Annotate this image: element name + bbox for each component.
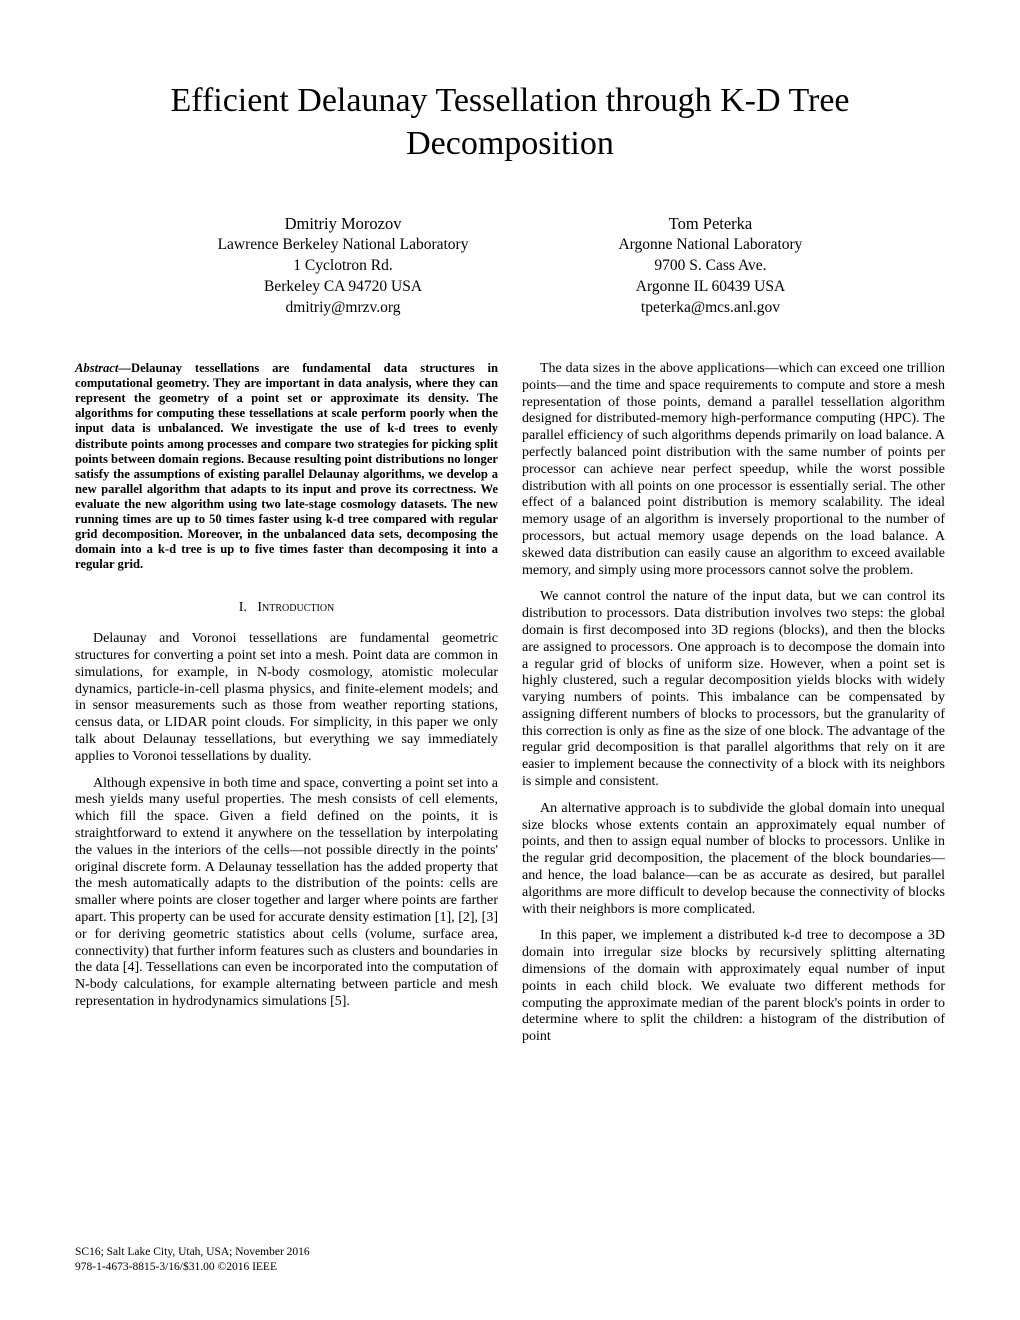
abstract-block: Abstract—Delaunay tessellations are fund… — [75, 361, 498, 573]
abstract-label: Abstract — [75, 361, 118, 375]
left-column: Abstract—Delaunay tessellations are fund… — [75, 361, 498, 1056]
section-1-heading: I. Introduction — [75, 600, 498, 617]
author-2-affiliation: Argonne National Laboratory — [618, 235, 802, 256]
right-para-4: In this paper, we implement a distribute… — [522, 928, 945, 1046]
footer: SC16; Salt Lake City, Utah, USA; Novembe… — [75, 1245, 310, 1274]
author-2-name: Tom Peterka — [618, 213, 802, 235]
author-2-address2: Argonne IL 60439 USA — [618, 277, 802, 298]
author-2-address1: 9700 S. Cass Ave. — [618, 256, 802, 277]
left-para-1: Delaunay and Voronoi tessellations are f… — [75, 631, 498, 765]
footer-line-1: SC16; Salt Lake City, Utah, USA; Novembe… — [75, 1245, 310, 1259]
section-1-number: I. — [239, 600, 247, 615]
author-1-address2: Berkeley CA 94720 USA — [218, 277, 469, 298]
right-para-3: An alternative approach is to subdivide … — [522, 801, 945, 919]
author-1-name: Dmitriy Morozov — [218, 213, 469, 235]
author-block-1: Dmitriy Morozov Lawrence Berkeley Nation… — [218, 213, 469, 319]
author-1-affiliation: Lawrence Berkeley National Laboratory — [218, 235, 469, 256]
footer-line-2: 978-1-4673-8815-3/16/$31.00 ©2016 IEEE — [75, 1260, 310, 1274]
right-para-2: We cannot control the nature of the inpu… — [522, 589, 945, 791]
author-1-email: dmitriy@mrzv.org — [218, 298, 469, 319]
right-column: The data sizes in the above applications… — [522, 361, 945, 1056]
author-1-address1: 1 Cyclotron Rd. — [218, 256, 469, 277]
authors-row: Dmitriy Morozov Lawrence Berkeley Nation… — [75, 213, 945, 319]
author-block-2: Tom Peterka Argonne National Laboratory … — [618, 213, 802, 319]
right-para-1: The data sizes in the above applications… — [522, 361, 945, 579]
page: Efficient Delaunay Tessellation through … — [0, 0, 1020, 1320]
paper-title: Efficient Delaunay Tessellation through … — [135, 80, 885, 165]
abstract-text: —Delaunay tessellations are fundamental … — [75, 361, 498, 571]
section-1-title: Introduction — [257, 600, 334, 615]
author-2-email: tpeterka@mcs.anl.gov — [618, 298, 802, 319]
left-para-2: Although expensive in both time and spac… — [75, 776, 498, 1011]
two-column-body: Abstract—Delaunay tessellations are fund… — [75, 361, 945, 1056]
